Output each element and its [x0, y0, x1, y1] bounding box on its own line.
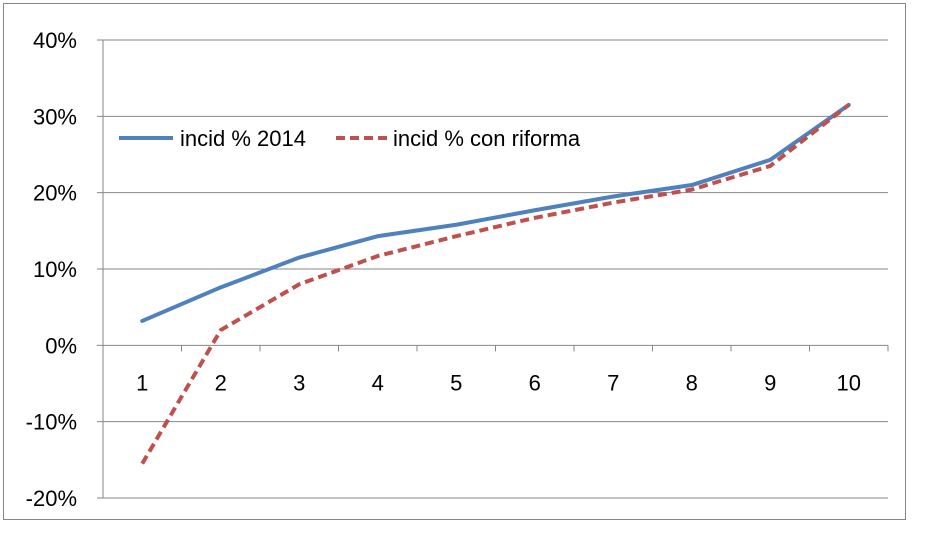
x-tick-labels: 1 2 3 4 5 6 7 8 9 10	[136, 370, 861, 395]
series-line-incid-2014	[140, 102, 851, 323]
y-tick-label: 20%	[33, 181, 77, 206]
y-tick-label: 10%	[33, 257, 77, 282]
x-axis	[97, 39, 889, 499]
y-tick-label: -10%	[26, 410, 77, 435]
x-tick-label: 1	[136, 370, 148, 395]
chart-frame	[3, 3, 906, 520]
legend-label: incid % con riforma	[393, 126, 581, 151]
x-tick-label: 9	[764, 370, 776, 395]
y-tick-label: -20%	[26, 486, 77, 511]
y-tick-label: 30%	[33, 104, 77, 129]
series-line-incid-con-riforma	[140, 103, 850, 465]
y-tick-label: 0%	[45, 333, 77, 358]
x-tick-label: 8	[686, 370, 698, 395]
legend-label: incid % 2014	[180, 126, 306, 151]
series-lines	[140, 102, 851, 465]
x-tick-label: 2	[215, 370, 227, 395]
x-tick-label: 6	[529, 370, 541, 395]
y-tick-label: 40%	[33, 28, 77, 53]
gridlines	[103, 39, 888, 499]
x-tick-label: 4	[372, 370, 384, 395]
x-tick-label: 5	[450, 370, 462, 395]
legend: incid % 2014 incid % con riforma	[119, 126, 581, 151]
y-tick-labels: 40% 30% 20% 10% 0% -10% -20%	[26, 28, 77, 511]
x-tick-label: 3	[293, 370, 305, 395]
x-tick-label: 7	[607, 370, 619, 395]
x-tick-label: 10	[837, 370, 861, 395]
